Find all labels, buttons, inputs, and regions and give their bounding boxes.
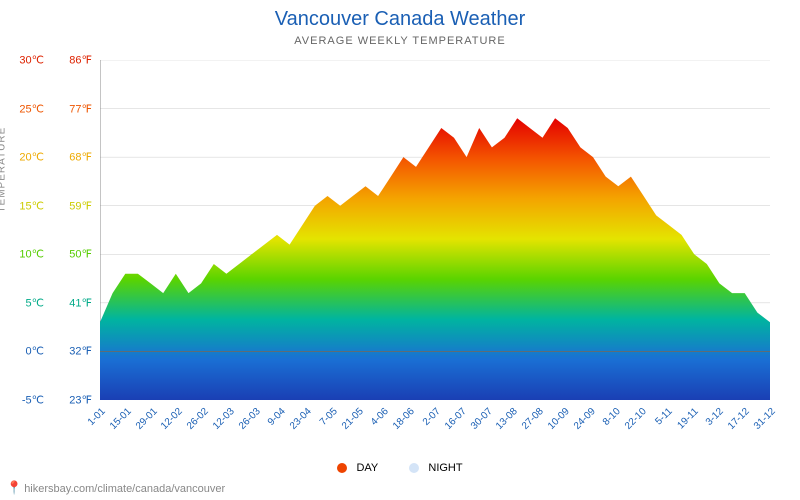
x-tick-label: 26-03 <box>237 406 263 432</box>
y-tick-fahrenheit: 23℉ <box>69 394 92 407</box>
chart-legend: DAY NIGHT <box>0 462 800 474</box>
y-tick-fahrenheit: 59℉ <box>69 199 92 212</box>
watermark-text: hikersbay.com/climate/canada/vancouver <box>24 483 225 495</box>
temperature-chart-svg <box>100 60 770 400</box>
y-tick-fahrenheit: 68℉ <box>69 151 92 164</box>
x-tick-label: 7-05 <box>318 406 340 428</box>
source-watermark: 📍hikersbay.com/climate/canada/vancouver <box>6 480 225 496</box>
legend-swatch-night <box>409 463 419 473</box>
x-tick-label: 12-02 <box>159 406 185 432</box>
x-tick-label: 29-01 <box>133 406 159 432</box>
x-axis-labels: 1-0115-0129-0112-0226-0212-0326-039-0423… <box>100 400 770 450</box>
y-tick-celsius: 0℃ <box>26 345 44 358</box>
y-tick-celsius: -5℃ <box>22 394 44 407</box>
legend-item-day: DAY <box>337 462 378 474</box>
x-tick-label: 18-06 <box>391 406 417 432</box>
y-tick-celsius: 20℃ <box>19 151 44 164</box>
x-tick-label: 22-10 <box>623 406 649 432</box>
x-tick-label: 4-06 <box>369 406 391 428</box>
x-tick-label: 9-04 <box>266 406 288 428</box>
x-tick-label: 30-07 <box>468 406 494 432</box>
chart-title: Vancouver Canada Weather <box>0 0 800 31</box>
pin-icon: 📍 <box>6 480 22 495</box>
y-tick-celsius: 10℃ <box>19 248 44 261</box>
x-tick-label: 21-05 <box>340 406 366 432</box>
y-tick-celsius: 30℃ <box>19 54 44 67</box>
x-tick-label: 17-12 <box>726 406 752 432</box>
y-tick-fahrenheit: 77℉ <box>69 102 92 115</box>
x-tick-label: 12-03 <box>211 406 237 432</box>
chart-subtitle: AVERAGE WEEKLY TEMPERATURE <box>0 31 800 47</box>
x-tick-label: 2-07 <box>421 406 443 428</box>
x-tick-label: 24-09 <box>572 406 598 432</box>
x-tick-label: 3-12 <box>704 406 726 428</box>
y-axis-celsius: -5℃0℃5℃10℃15℃20℃25℃30℃ <box>0 60 48 400</box>
x-tick-label: 5-11 <box>653 406 674 427</box>
legend-label-night: NIGHT <box>428 462 462 474</box>
x-tick-label: 27-08 <box>520 406 546 432</box>
x-tick-label: 10-09 <box>546 406 572 432</box>
x-tick-label: 1-01 <box>86 406 108 428</box>
x-tick-label: 16-07 <box>443 406 469 432</box>
x-tick-label: 19-11 <box>675 406 700 431</box>
y-tick-fahrenheit: 50℉ <box>69 248 92 261</box>
y-tick-fahrenheit: 86℉ <box>69 54 92 67</box>
y-tick-fahrenheit: 32℉ <box>69 345 92 358</box>
legend-swatch-day <box>337 463 347 473</box>
y-tick-celsius: 25℃ <box>19 102 44 115</box>
x-tick-label: 31-12 <box>752 406 778 432</box>
x-tick-label: 15-01 <box>108 406 134 432</box>
chart-plot-area <box>100 60 770 400</box>
x-tick-label: 26-02 <box>185 406 211 432</box>
y-axis-fahrenheit: 23℉32℉41℉50℉59℉68℉77℉86℉ <box>48 60 96 400</box>
y-tick-celsius: 15℃ <box>19 199 44 212</box>
x-tick-label: 23-04 <box>288 406 314 432</box>
legend-label-day: DAY <box>356 462 378 474</box>
y-tick-fahrenheit: 41℉ <box>69 296 92 309</box>
x-tick-label: 8-10 <box>601 406 623 428</box>
y-tick-celsius: 5℃ <box>26 296 44 309</box>
x-tick-label: 13-08 <box>494 406 520 432</box>
legend-item-night: NIGHT <box>409 462 462 474</box>
